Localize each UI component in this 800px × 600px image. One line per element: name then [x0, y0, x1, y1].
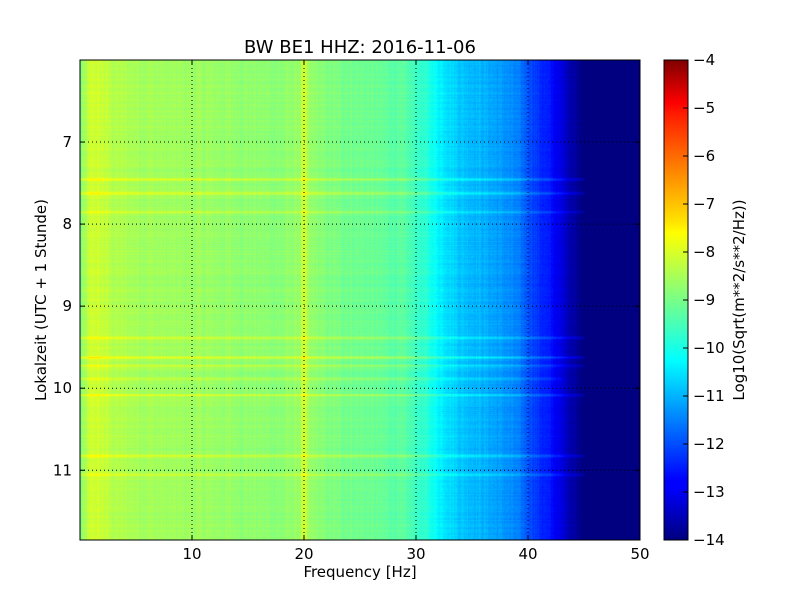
plot-frame	[79, 59, 641, 541]
x-tick-label: 30	[406, 545, 425, 563]
grid-lines	[80, 60, 640, 540]
spectrogram-heatmap	[80, 60, 640, 540]
y-tick-label: 7	[62, 133, 72, 151]
x-tick-label: 50	[630, 545, 649, 563]
y-axis: 7 8 9 10 11	[53, 133, 640, 479]
colorbar-tick-label: −11	[693, 387, 725, 405]
x-axis-label: Frequency [Hz]	[303, 563, 416, 581]
y-tick-label: 10	[53, 379, 72, 397]
x-tick-label: 10	[182, 545, 201, 563]
colorbar-tick-label: −10	[693, 339, 725, 357]
colorbar-tick-label: −8	[693, 243, 715, 261]
colorbar-label: Log10(Sqrt(m**2/s**2/Hz))	[730, 199, 748, 400]
y-tick-label: 11	[53, 461, 72, 479]
colorbar-tick-label: −6	[693, 147, 715, 165]
x-tick-label: 20	[294, 545, 313, 563]
colorbar-tick-label: −5	[693, 99, 715, 117]
y-tick-label: 9	[62, 297, 72, 315]
colorbar-tick-label: −7	[693, 195, 715, 213]
colorbar-tick-label: −14	[693, 531, 725, 549]
colorbar-tick-label: −9	[693, 291, 715, 309]
colorbar: −14 −13 −12 −11 −10 −9 −8 −7 −6 −5 −4 Log10(Sqrt(m…	[663, 51, 748, 549]
colorbar-tick-label: −12	[693, 435, 725, 453]
x-axis: 10 20 30 40 50	[182, 60, 650, 563]
colorbar-tick-label: −13	[693, 483, 725, 501]
x-tick-label: 40	[518, 545, 537, 563]
heatmap-area	[80, 60, 640, 540]
y-axis-label: Lokalzeit (UTC + 1 Stunde)	[32, 199, 50, 401]
colorbar-ticks: −14 −13 −12 −11 −10 −9 −8 −7 −6 −5 −4	[683, 51, 725, 549]
y-tick-label: 8	[62, 215, 72, 233]
chart-title: BW BE1 HHZ: 2016-11-06	[244, 37, 476, 58]
colorbar-tick-label: −4	[693, 51, 715, 69]
